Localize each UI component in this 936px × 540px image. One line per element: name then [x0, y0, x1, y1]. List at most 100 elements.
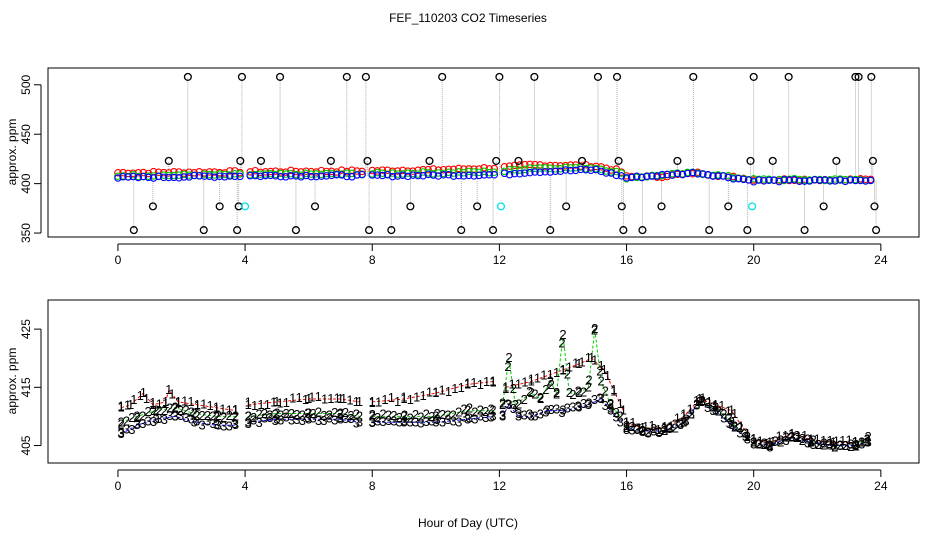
bottom-glyph-series-2: 2 — [213, 408, 220, 423]
bottom-glyph-series-1: 1 — [728, 403, 735, 418]
top-spike-point — [236, 156, 245, 165]
bottom-glyph-series-1: 1 — [617, 396, 624, 411]
bottom-glyph-series-1: 1 — [508, 377, 515, 392]
bottom-glyph-series-1: 1 — [865, 432, 872, 447]
bottom-glyph-series-2: 2 — [245, 408, 252, 423]
bottom-glyph-series-3: 3 — [390, 414, 397, 429]
top-point-series-3 — [704, 171, 712, 179]
bottom-glyph-series-2: 2 — [623, 418, 630, 433]
top-point-series-3 — [810, 176, 819, 184]
top-spike-point — [387, 226, 396, 235]
top-point-series-2 — [343, 169, 351, 177]
bottom-glyph-series-2: 2 — [293, 407, 300, 422]
bottom-glyph-series-2: 2 — [547, 374, 554, 389]
bottom-glyph-series-2: 2 — [305, 406, 312, 421]
top-point-series-3 — [185, 173, 193, 181]
top-point-series-3 — [795, 177, 804, 186]
bottom-glyph-series-1: 1 — [639, 420, 646, 435]
bottom-glyph-series-1: 1 — [413, 389, 420, 404]
top-point-series-3 — [119, 172, 127, 181]
bottom-glyph-series-2: 2 — [277, 408, 284, 423]
top-point-series-3 — [505, 170, 514, 179]
top-point-series-3 — [434, 172, 443, 180]
bottom-glyph-series-2: 2 — [617, 408, 624, 423]
bottom-glyph-series-3: 3 — [272, 413, 279, 428]
bottom-glyph-series-2: 2 — [623, 420, 630, 435]
bottom-glyph-series-3: 3 — [428, 413, 435, 428]
bottom-glyph-series-3: 3 — [847, 436, 854, 451]
top-point-series-1 — [505, 162, 514, 170]
bottom-glyph-series-3: 3 — [172, 408, 179, 423]
top-spike-point — [617, 202, 626, 211]
bottom-glyph-series-3: 3 — [215, 417, 222, 432]
bottom-glyph-series-2: 2 — [750, 434, 757, 449]
bottom-glyph-series-2: 2 — [639, 423, 646, 438]
top-point-series-3 — [215, 172, 224, 180]
bottom-glyph-series-3: 3 — [273, 411, 280, 426]
top-point-series-2 — [149, 172, 158, 180]
bottom-glyph-series-3: 3 — [623, 422, 630, 437]
bottom-glyph-series-2: 2 — [455, 404, 462, 419]
bottom-glyph-series-3: 3 — [720, 411, 727, 426]
bottom-glyph-series-1: 1 — [648, 418, 655, 433]
top-point-series-2 — [775, 175, 783, 184]
bottom-glyph-series-3: 3 — [204, 414, 211, 429]
bottom-glyph-series-3: 3 — [193, 414, 200, 429]
bottom-glyph-series-2: 2 — [837, 438, 844, 453]
top-spike-point — [832, 156, 841, 165]
bottom-x-axis: 0 4 8 12 16 20 24 — [115, 469, 888, 493]
bottom-glyph-series-3: 3 — [666, 421, 673, 436]
top-cyan-point — [241, 202, 250, 211]
top-point-series-3 — [526, 168, 534, 177]
top-point-series-3 — [261, 171, 270, 180]
top-spike-point — [577, 156, 587, 165]
bottom-glyph-series-2: 2 — [682, 412, 689, 427]
top-point-series-3 — [220, 173, 229, 181]
bottom-glyph-series-2: 2 — [688, 407, 695, 422]
bottom-glyph-series-3: 3 — [661, 421, 668, 436]
bottom-glyph-series-1: 1 — [578, 355, 585, 370]
bottom-glyph-series-2: 2 — [864, 432, 871, 447]
bottom-glyph-series-1: 1 — [388, 390, 395, 405]
bottom-glyph-series-1: 1 — [264, 397, 271, 412]
bottom-glyph-series-1: 1 — [337, 391, 344, 406]
bottom-glyph-series-2: 2 — [499, 397, 506, 412]
top-point-series-3 — [139, 172, 148, 181]
top-point-series-3 — [134, 173, 143, 182]
bottom-glyph-series-2: 2 — [133, 408, 140, 423]
bottom-glyph-series-3: 3 — [699, 394, 706, 409]
top-point-series-1 — [134, 168, 143, 177]
top-point-series-3 — [714, 172, 722, 180]
top-point-series-3 — [571, 166, 580, 175]
bottom-glyph-series-1: 1 — [369, 395, 376, 410]
bottom-glyph-series-3: 3 — [617, 414, 624, 429]
bottom-glyph-series-2: 2 — [515, 396, 522, 411]
bottom-line-series-1 — [372, 381, 494, 403]
bottom-glyph-series-1: 1 — [623, 414, 630, 429]
bottom-glyph-series-2: 2 — [337, 406, 344, 421]
top-point-series-3 — [699, 170, 707, 178]
bottom-glyph-series-2: 2 — [709, 399, 716, 414]
bottom-glyph-series-2: 2 — [612, 405, 619, 420]
bottom-glyph-series-3: 3 — [591, 392, 598, 407]
bottom-glyph-series-2: 2 — [777, 434, 784, 449]
top-point-series-3 — [297, 173, 305, 181]
bottom-glyph-series-1: 1 — [820, 433, 827, 448]
top-point-series-3 — [668, 171, 677, 179]
top-point-series-3 — [648, 172, 656, 180]
top-point-series-3 — [210, 173, 219, 181]
bottom-line-series-2 — [120, 407, 236, 423]
bottom-glyph-series-1: 1 — [117, 400, 124, 415]
top-point-series-1 — [531, 160, 539, 169]
top-spike-point — [495, 72, 504, 81]
bottom-glyph-series-3: 3 — [117, 426, 124, 441]
top-point-series-3 — [276, 172, 285, 181]
top-point-series-2 — [510, 165, 519, 174]
bottom-glyph-series-3: 3 — [320, 413, 327, 428]
top-point-series-3 — [414, 171, 422, 180]
top-spike-point — [492, 156, 501, 165]
bottom-glyph-series-3: 3 — [188, 412, 195, 427]
bottom-glyph-series-2: 2 — [810, 433, 817, 448]
bottom-glyph-series-3: 3 — [744, 432, 751, 447]
top-spike-point — [530, 72, 539, 81]
